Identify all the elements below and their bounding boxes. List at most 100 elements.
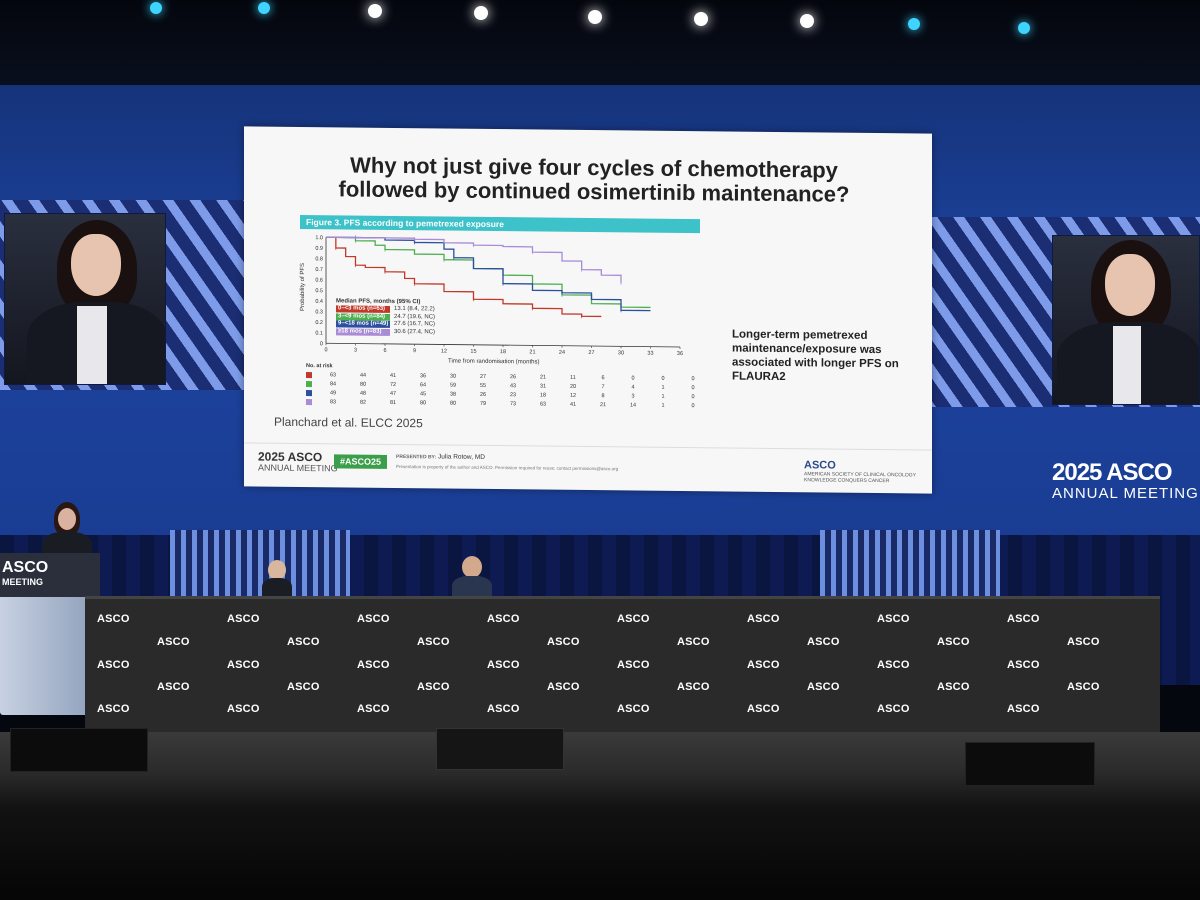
km-curve: [326, 236, 651, 312]
risk-cell: 20: [569, 383, 577, 390]
risk-cell: 79: [479, 400, 487, 407]
stage-light-icon: [1018, 22, 1030, 34]
risk-cell: 80: [419, 399, 427, 406]
risk-cell: 31: [539, 382, 547, 390]
plot-axes: 00.10.20.30.40.50.60.70.80.91.00 3 6 9 12 15 1…: [315, 235, 683, 357]
x-tick-label: 3: [354, 348, 357, 354]
risk-cell: 0: [661, 375, 665, 382]
legend-value: 13.1 (8.4, 22.2): [394, 306, 435, 313]
risk-cell: 36: [419, 372, 427, 379]
legend-value: 30.6 (27.4, NC): [394, 328, 436, 336]
asco-tile: ASCO: [1007, 659, 1040, 671]
asco-tile: ASCO: [807, 636, 840, 648]
km-curve: [326, 236, 602, 318]
risk-cell: 48: [359, 390, 367, 397]
risk-cell: 44: [359, 372, 367, 379]
y-tick-label: 0.7: [315, 267, 323, 273]
asco-tile: ASCO: [547, 636, 580, 648]
risk-cell: 82: [359, 399, 367, 406]
asco-tile: ASCO: [287, 681, 320, 693]
risk-cell: 26: [479, 391, 487, 398]
risk-cell: 23: [509, 391, 517, 398]
risk-color-swatch: [306, 380, 312, 387]
x-tick-label: 18: [500, 349, 506, 355]
stage-light-icon: [800, 14, 814, 28]
asco-tile: ASCO: [877, 703, 910, 715]
floor-monitor-left: [10, 728, 148, 772]
risk-cell: 55: [479, 382, 487, 389]
risk-cell: 38: [449, 391, 457, 398]
risk-color-swatch: [306, 371, 312, 378]
risk-cell: 7: [601, 383, 605, 390]
x-tick-label: 21: [529, 349, 535, 355]
risk-cell: 63: [539, 400, 547, 408]
risk-color-swatch: [306, 398, 312, 405]
podium-sign: ASCO MEETING: [0, 553, 100, 597]
risk-cell: 27: [479, 373, 487, 380]
y-tick-label: 0.9: [315, 246, 323, 252]
x-tick-label: 33: [647, 351, 653, 357]
risk-header-label: No. at risk: [306, 362, 333, 369]
panelist-1: [262, 560, 292, 600]
risk-cell: 1: [661, 393, 665, 400]
asco-tile: ASCO: [227, 703, 260, 715]
stage-light-icon: [150, 2, 162, 14]
risk-cell: 64: [419, 381, 427, 388]
podium-sub: MEETING: [2, 577, 44, 587]
asco-tile: ASCO: [97, 703, 130, 715]
risk-cell: 80: [359, 381, 367, 388]
citation: Planchard et al. ELCC 2025: [274, 414, 423, 431]
risk-color-swatch: [306, 389, 312, 396]
y-tick-label: 0.5: [315, 288, 323, 294]
risk-cell: 8: [601, 392, 605, 399]
risk-cell: 3: [631, 392, 635, 399]
stage-light-icon: [588, 10, 602, 24]
legend-label: ≥18 mos (n=83): [336, 328, 390, 336]
risk-cell: 0: [631, 374, 635, 381]
copyright-notice: Presentation is property of the author a…: [396, 463, 619, 472]
risk-cell: 83: [329, 398, 337, 405]
ceiling: [0, 0, 1200, 95]
risk-cell: 63: [329, 371, 337, 378]
presented-by-label: PRESENTED BY:: [396, 453, 437, 461]
asco-tile: ASCO: [287, 636, 320, 648]
asco-tile: ASCO: [747, 659, 780, 671]
asco-tile: ASCO: [157, 636, 190, 648]
stage-light-icon: [474, 6, 488, 20]
risk-cell: 41: [389, 372, 397, 379]
risk-cell: 59: [449, 382, 457, 389]
risk-cell: 49: [329, 389, 337, 396]
risk-cell: 43: [509, 382, 517, 389]
risk-cell: 80: [449, 400, 457, 407]
asco-tile: ASCO: [357, 659, 390, 671]
risk-cell: 18: [539, 391, 547, 399]
risk-cell: 1: [661, 402, 665, 409]
speaker-video-left: [4, 213, 166, 385]
risk-cell: 0: [691, 402, 695, 409]
footer-org-sub2: KNOWLEDGE CONQUERS CANCER: [804, 477, 890, 485]
stage-light-icon: [368, 4, 382, 18]
asco-tile: ASCO: [357, 703, 390, 715]
asco-tile: ASCO: [97, 659, 130, 671]
risk-cell: 14: [629, 401, 637, 409]
asco-tile: ASCO: [677, 636, 710, 648]
panel-table: ASCO ASCO ASCO ASCO ASCO ASCO ASCO ASCO ASCO ASCO…: [85, 596, 1160, 732]
side-text: Longer-term pemetrexed maintenance/expos…: [732, 328, 899, 384]
x-tick-label: 0: [324, 347, 327, 353]
asco-tile: ASCO: [487, 703, 520, 715]
asco-tile: ASCO: [677, 681, 710, 693]
stage-light-icon: [908, 18, 920, 30]
x-tick-label: 12: [441, 348, 447, 354]
footer-meeting-sub: ANNUAL MEETING: [258, 462, 338, 474]
asco-tile: ASCO: [747, 613, 780, 625]
shirt: [77, 306, 107, 384]
risk-cell: 30: [449, 373, 457, 380]
asco-tile: ASCO: [487, 613, 520, 625]
hashtag-badge: #ASCO25: [334, 454, 388, 469]
x-tick-label: 6: [383, 348, 386, 354]
footer-org: ASCO: [804, 459, 836, 472]
meeting-logo-sub: ANNUAL MEETING: [1052, 485, 1199, 502]
x-axis-label: Time from randomisation (months): [448, 359, 539, 366]
asco-tile: ASCO: [617, 613, 650, 625]
asco-tile: ASCO: [937, 636, 970, 648]
